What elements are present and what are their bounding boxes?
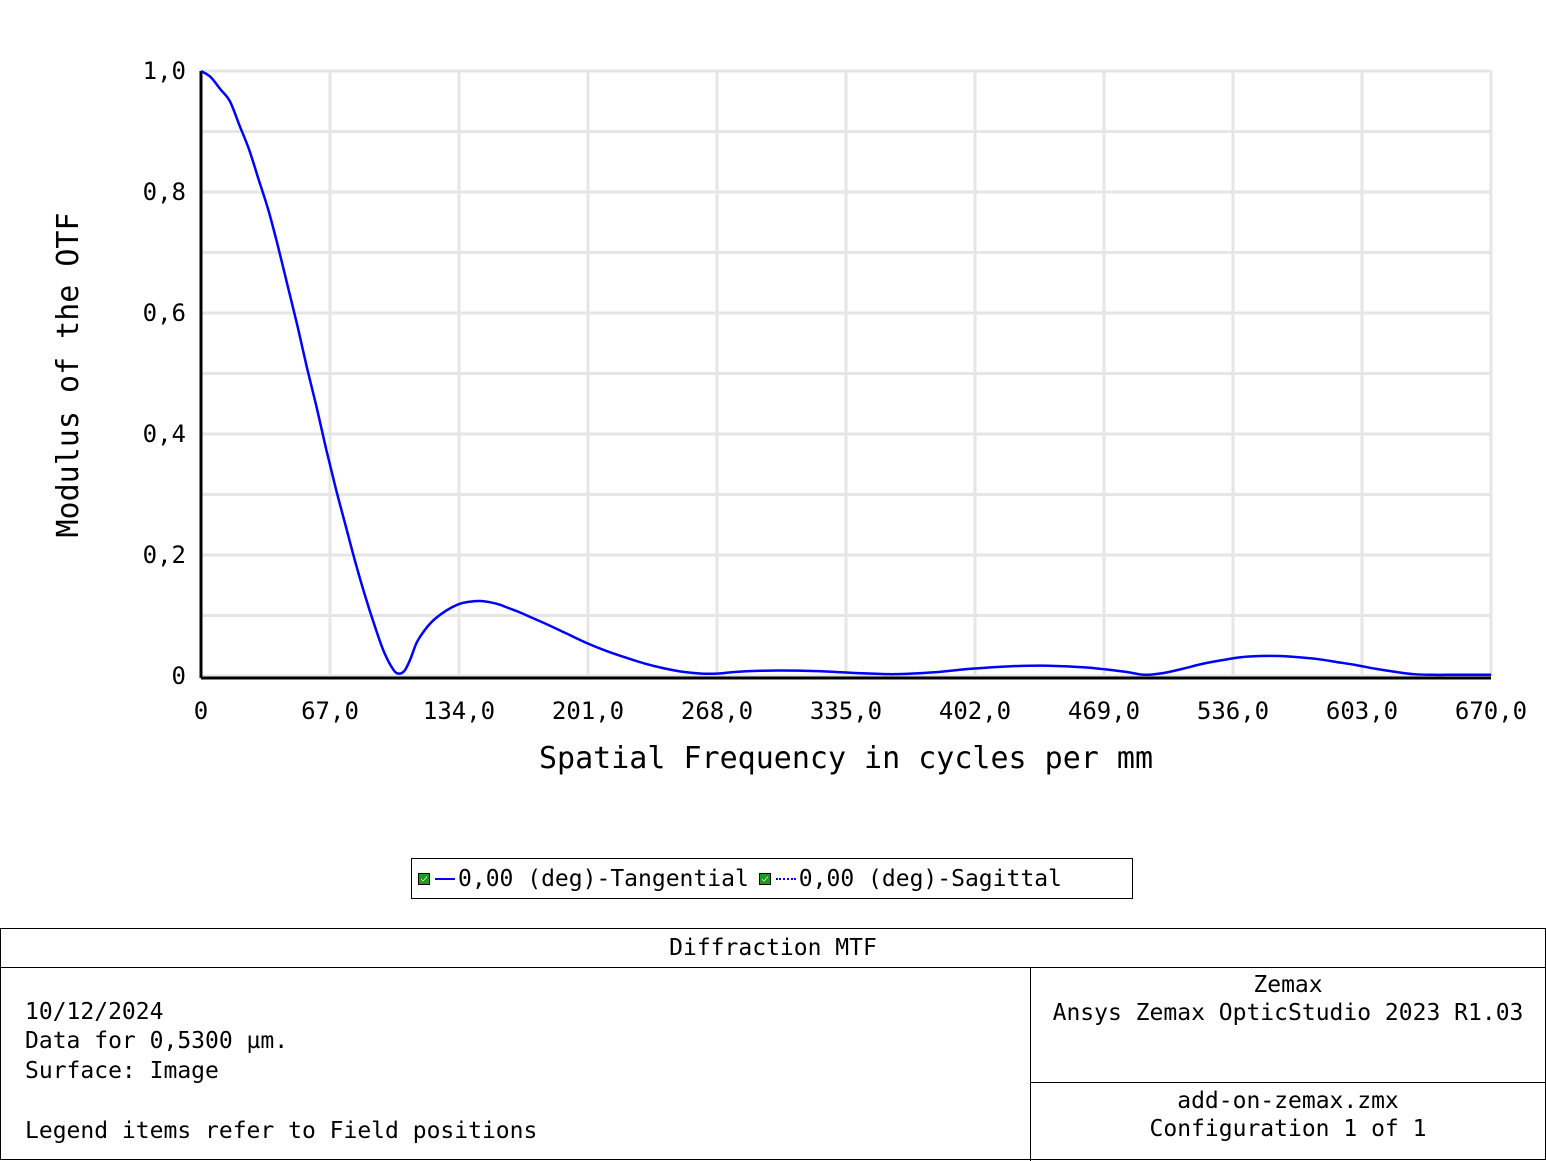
x-tick-label: 335,0 [810,697,882,725]
x-tick-label: 670,0 [1455,697,1527,725]
x-tick-label: 0 [194,697,208,725]
surface-text: Surface: Image [25,1058,219,1084]
analysis-title: Diffraction MTF [1,929,1545,968]
file-info: add-on-zemax.zmx Configuration 1 of 1 [1031,1083,1545,1159]
x-tick-label: 201,0 [552,697,624,725]
checkbox-icon[interactable] [758,872,771,885]
y-tick-label: 0 [172,662,186,690]
x-tick-labels: 0 67,0 134,0 201,0 268,0 335,0 402,0 469,0 536,0… [194,697,1527,725]
legend-note-text: Legend items refer to Field positions [25,1118,538,1144]
dotted-line-swatch [775,877,796,880]
legend-label-sagittal: 0,00 (deg)-Sagittal [798,865,1062,892]
x-tick-label: 402,0 [939,697,1011,725]
date-text: 10/12/2024 [25,999,164,1025]
chart-series-layer [200,69,1491,677]
software-info: Zemax Ansys Zemax OpticStudio 2023 R1.03 [1031,967,1545,1083]
x-tick-label: 469,0 [1068,697,1140,725]
checkbox-icon[interactable] [418,872,430,885]
series-line-0 [200,69,1491,677]
x-tick-label: 536,0 [1197,697,1269,725]
product-text: Ansys Zemax OpticStudio 2023 R1.03 [1052,1000,1524,1026]
info-details: 10/12/2024 Data for 0,5300 µm. Surface: … [1,967,1031,1161]
x-tick-label: 268,0 [681,697,753,725]
mtf-chart: 0 67,0 134,0 201,0 268,0 335,0 402,0 469,0 536,0… [51,57,1527,776]
chart-grid [199,69,1493,678]
file-name-text: add-on-zemax.zmx [1177,1088,1399,1114]
y-tick-label: 0,6 [143,299,186,327]
solid-line-swatch [435,877,455,880]
x-tick-label: 603,0 [1326,697,1398,725]
x-tick-label: 67,0 [301,697,359,725]
y-tick-label: 1,0 [143,57,186,85]
y-axis-title: Modulus of the OTF [51,212,86,537]
y-tick-labels: 0 0,2 0,4 0,6 0,8 1,0 [143,57,186,690]
y-tick-label: 0,2 [143,541,186,569]
x-axis-title: Spatial Frequency in cycles per mm [539,741,1153,776]
chart-legend: 0,00 (deg)-Tangential 0,00 (deg)-Sagitta… [411,858,1133,899]
chart-axes [199,71,1491,680]
legend-label-tangential: 0,00 (deg)-Tangential [458,865,749,892]
y-tick-label: 0,8 [143,178,186,206]
wavelength-text: Data for 0,5300 µm. [25,1028,289,1054]
y-tick-label: 0,4 [143,420,186,448]
legend-entry-sagittal[interactable]: 0,00 (deg)-Sagittal [758,865,1062,892]
company-text: Zemax [1253,972,1323,998]
legend-entry-tangential[interactable]: 0,00 (deg)-Tangential [418,866,749,892]
x-tick-label: 134,0 [423,697,495,725]
info-panel: Diffraction MTF 10/12/2024 Data for 0,53… [0,928,1546,1161]
configuration-text: Configuration 1 of 1 [1149,1116,1427,1142]
